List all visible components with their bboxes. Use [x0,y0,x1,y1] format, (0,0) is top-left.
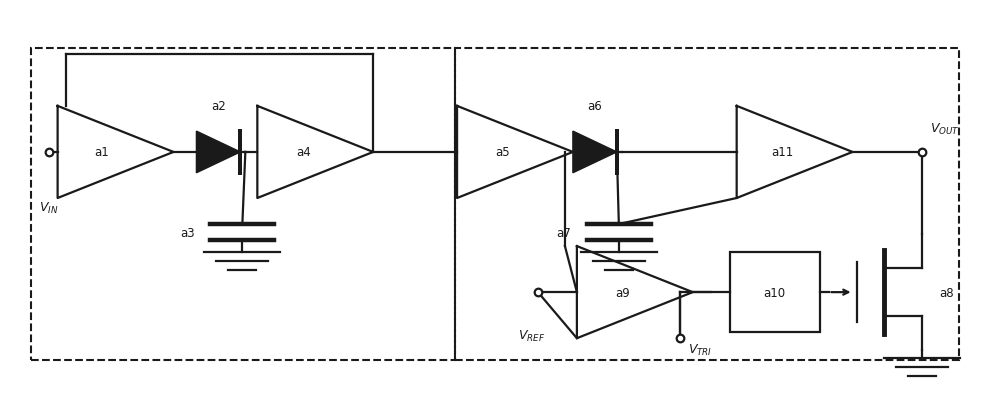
Bar [455,49,959,360]
Text: a4: a4 [296,146,311,159]
Text: $V_{REF}$: $V_{REF}$ [518,328,546,343]
Text: a11: a11 [771,146,794,159]
Text: $V_{TRI}$: $V_{TRI}$ [688,342,712,357]
Text: a10: a10 [764,286,786,299]
Text: a3: a3 [180,226,195,239]
Bar [31,49,455,360]
Text: a7: a7 [557,226,571,239]
Text: a9: a9 [615,286,630,299]
Polygon shape [196,132,240,173]
Text: a6: a6 [587,100,602,113]
Text: a1: a1 [94,146,109,159]
Polygon shape [573,132,617,173]
Text: $V_{OUT}$: $V_{OUT}$ [930,122,960,137]
Text: a2: a2 [211,100,226,113]
Text: a5: a5 [496,146,510,159]
Text: $V_{IN}$: $V_{IN}$ [39,200,58,216]
Text: a8: a8 [939,286,954,299]
Bar [730,253,820,332]
